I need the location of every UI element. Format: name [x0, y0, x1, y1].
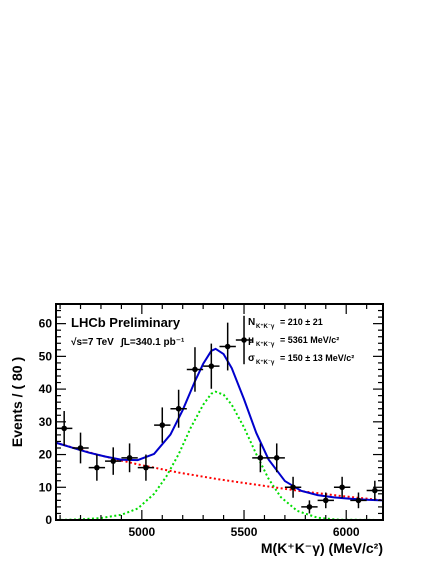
- luminosity-label: ∫L=340.1 pb⁻¹: [120, 337, 185, 348]
- y-axis-title: Events / ( 80 ): [9, 357, 25, 447]
- width-subscript: K⁺K⁻γ: [256, 359, 275, 366]
- y-tick-label: 10: [39, 480, 53, 494]
- data-point: [350, 492, 367, 509]
- yield-value: = 210 ± 21: [280, 317, 323, 327]
- y-tick-label: 20: [39, 448, 53, 462]
- y-tick-label: 60: [39, 317, 53, 331]
- axis-ticks: 5000 5500 6000 0 10 20 30 40 50 60: [39, 304, 383, 539]
- data-point: [301, 500, 318, 514]
- data-point: [366, 480, 383, 501]
- width-symbol: σ: [248, 353, 255, 364]
- data-point: [235, 315, 253, 365]
- data-point: [186, 347, 204, 392]
- data-point: [170, 389, 187, 428]
- mean-subscript: K⁺K⁻γ: [256, 341, 275, 348]
- data-point: [154, 407, 171, 443]
- data-point: [317, 492, 334, 509]
- y-tick-label: 40: [39, 382, 53, 396]
- fit-parameters: N K⁺K⁻γ = 210 ± 21 μ K⁺K⁻γ = 5361 MeV/c²…: [248, 317, 354, 366]
- fit-curves: [55, 347, 384, 521]
- total-fit-curve: [55, 347, 384, 502]
- yield-subscript: K⁺K⁻γ: [256, 323, 275, 330]
- background-curve: [55, 441, 384, 502]
- x-tick-label: 5500: [231, 525, 258, 539]
- experiment-label: LHCb Preliminary: [71, 315, 181, 330]
- data-point: [88, 454, 106, 481]
- plot-frame: [55, 303, 384, 521]
- data-point: [333, 476, 351, 498]
- data-point: [121, 443, 138, 473]
- x-tick-label: 6000: [333, 525, 360, 539]
- width-value: = 150 ± 13 MeV/c²: [280, 353, 354, 363]
- data-points: [56, 315, 383, 514]
- yield-symbol: N: [248, 317, 255, 328]
- mean-symbol: μ: [248, 335, 254, 346]
- y-tick-label: 0: [45, 513, 52, 527]
- y-tick-label: 50: [39, 349, 53, 363]
- data-point: [284, 476, 302, 498]
- x-axis-title: M(K⁺K⁻γ) (MeV/c²): [261, 540, 383, 556]
- mean-value: = 5361 MeV/c²: [280, 335, 339, 345]
- data-point: [268, 443, 285, 473]
- x-tick-label: 5000: [128, 525, 155, 539]
- data-point: [137, 454, 155, 481]
- y-tick-label: 30: [39, 415, 53, 429]
- data-point: [203, 343, 220, 389]
- data-point: [105, 447, 122, 475]
- data-point: [252, 443, 269, 473]
- data-point: [219, 322, 236, 371]
- energy-label: √s=7 TeV: [71, 337, 114, 348]
- data-point: [72, 432, 89, 464]
